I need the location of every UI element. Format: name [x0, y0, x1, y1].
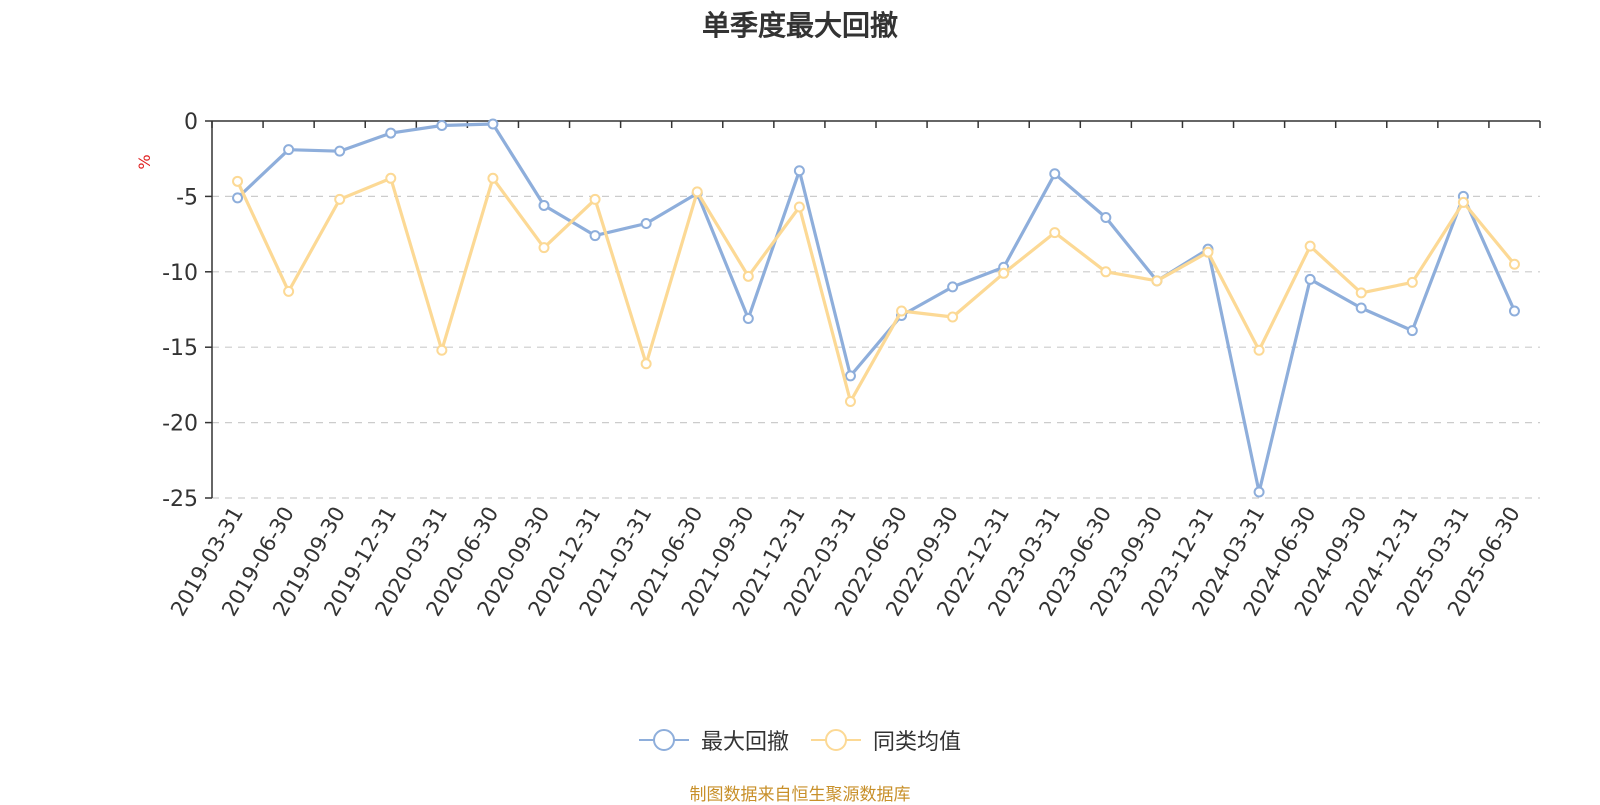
legend-line-circle-icon [811, 729, 861, 751]
data-point[interactable] [385, 172, 397, 184]
data-point[interactable] [334, 145, 346, 157]
data-point[interactable] [1049, 227, 1061, 239]
legend-label: 最大回撤 [700, 730, 789, 755]
data-point[interactable] [1355, 287, 1367, 299]
series-line [236, 176, 1516, 404]
series-max-drawdown [232, 118, 1520, 498]
data-point[interactable] [436, 120, 448, 132]
y-tick-label: -10 [162, 261, 198, 286]
data-point[interactable] [1508, 305, 1520, 317]
legend: 最大回撤 同类均值 [0, 724, 1600, 756]
data-point[interactable] [232, 192, 244, 204]
data-point[interactable] [1355, 302, 1367, 314]
data-point[interactable] [1304, 240, 1316, 252]
data-point[interactable] [487, 172, 499, 184]
data-point[interactable] [1100, 212, 1112, 224]
data-point[interactable] [640, 218, 652, 230]
chart-title: 单季度最大回撤 [701, 9, 898, 42]
data-point[interactable] [1406, 325, 1418, 337]
data-point[interactable] [1049, 168, 1061, 180]
data-point[interactable] [793, 165, 805, 177]
series-peer-average [232, 172, 1520, 407]
axes [205, 120, 1541, 499]
legend-item-max-drawdown[interactable]: 最大回撤 [638, 724, 789, 756]
y-tick-labels: 0 -5 -10 -15 -20 -25 [162, 110, 198, 512]
data-point[interactable] [793, 201, 805, 213]
y-tick-label: -25 [162, 487, 198, 512]
data-point[interactable] [538, 199, 550, 211]
series-layer [232, 118, 1520, 498]
data-point[interactable] [436, 344, 448, 356]
source-note: 制图数据来自恒生聚源数据库 [689, 785, 911, 805]
data-point[interactable] [385, 127, 397, 139]
data-point[interactable] [1151, 275, 1163, 287]
data-point[interactable] [640, 358, 652, 370]
data-point[interactable] [742, 313, 754, 325]
data-point[interactable] [1304, 273, 1316, 285]
data-point[interactable] [998, 267, 1010, 279]
legend-label: 同类均值 [873, 730, 962, 755]
data-point[interactable] [589, 230, 601, 242]
data-point[interactable] [742, 270, 754, 282]
y-tick-label: -15 [162, 336, 198, 361]
data-point[interactable] [947, 281, 959, 293]
data-point[interactable] [283, 144, 295, 156]
data-point[interactable] [844, 370, 856, 382]
data-point[interactable] [589, 193, 601, 205]
legend-item-peer-average[interactable]: 同类均值 [811, 724, 961, 756]
data-point[interactable] [232, 175, 244, 187]
data-point[interactable] [896, 305, 908, 317]
legend-line-circle-icon [638, 729, 689, 751]
data-point[interactable] [1457, 196, 1469, 208]
data-point[interactable] [487, 118, 499, 130]
data-point[interactable] [1253, 344, 1265, 356]
data-point[interactable] [538, 242, 550, 254]
data-point[interactable] [334, 193, 346, 205]
y-tick-label: 0 [184, 110, 198, 135]
data-point[interactable] [844, 395, 856, 407]
data-point[interactable] [1100, 266, 1112, 278]
y-tick-label: -20 [162, 412, 198, 437]
y-axis-unit-label: % [135, 154, 154, 169]
data-point[interactable] [1202, 246, 1214, 258]
x-tick-labels: 2019-03-312019-06-302019-09-302019-12-31… [166, 503, 1525, 621]
series-line [236, 122, 1516, 494]
data-point[interactable] [691, 186, 703, 198]
data-point[interactable] [1406, 276, 1418, 288]
data-point[interactable] [1253, 486, 1265, 498]
data-point[interactable] [1508, 258, 1520, 270]
data-point[interactable] [283, 285, 295, 297]
y-tick-label: -5 [176, 185, 198, 210]
data-point[interactable] [947, 311, 959, 323]
